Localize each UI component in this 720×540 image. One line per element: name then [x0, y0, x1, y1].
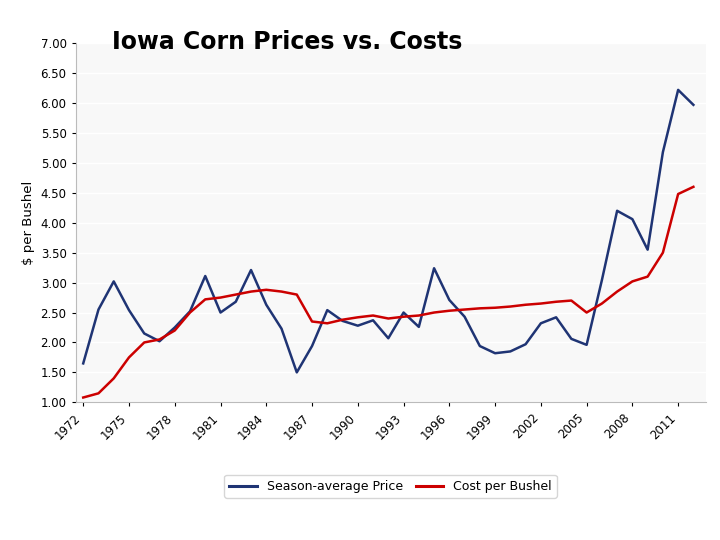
- Season-average Price: [201, 273, 210, 279]
- Y-axis label: $ per Bushel: $ per Bushel: [22, 180, 35, 265]
- Season-average Price: [140, 330, 148, 337]
- Cost per Bushel: [674, 191, 683, 197]
- Season-average Price: [109, 278, 118, 285]
- Cost per Bushel: [475, 305, 484, 312]
- Cost per Bushel: [628, 278, 636, 285]
- Cost per Bushel: [292, 292, 301, 298]
- Cost per Bushel: [156, 336, 164, 343]
- Season-average Price: [156, 338, 164, 345]
- Cost per Bushel: [369, 312, 377, 319]
- Season-average Price: [307, 343, 316, 349]
- Season-average Price: [415, 323, 423, 330]
- Cost per Bushel: [552, 299, 560, 305]
- Cost per Bushel: [567, 298, 576, 304]
- Text: Iowa State University: Iowa State University: [11, 476, 186, 490]
- Cost per Bushel: [109, 375, 118, 382]
- Cost per Bushel: [307, 318, 316, 325]
- Season-average Price: [400, 309, 408, 316]
- Season-average Price: [659, 149, 667, 156]
- Cost per Bushel: [598, 300, 606, 307]
- Cost per Bushel: [277, 288, 286, 295]
- Season-average Price: [491, 350, 500, 356]
- Cost per Bushel: [582, 309, 591, 316]
- Cost per Bushel: [689, 184, 698, 190]
- Cost per Bushel: [521, 301, 530, 308]
- Cost per Bushel: [354, 314, 362, 321]
- Season-average Price: [369, 317, 377, 323]
- Cost per Bushel: [231, 292, 240, 298]
- Season-average Price: [536, 320, 545, 327]
- Season-average Price: [231, 299, 240, 305]
- Season-average Price: [354, 322, 362, 329]
- Season-average Price: [277, 326, 286, 332]
- Cost per Bushel: [536, 300, 545, 307]
- Season-average Price: [613, 207, 621, 214]
- Cost per Bushel: [491, 305, 500, 311]
- Cost per Bushel: [415, 312, 423, 319]
- Cost per Bushel: [430, 309, 438, 316]
- Cost per Bushel: [94, 390, 103, 396]
- Cost per Bushel: [400, 314, 408, 320]
- Cost per Bushel: [216, 294, 225, 301]
- Season-average Price: [171, 324, 179, 330]
- Cost per Bushel: [262, 287, 271, 293]
- Cost per Bushel: [445, 307, 454, 314]
- Cost per Bushel: [338, 316, 347, 323]
- Cost per Bushel: [460, 306, 469, 313]
- Cost per Bushel: [201, 296, 210, 302]
- Text: Extension and Outreach/Department of Economics: Extension and Outreach/Department of Eco…: [11, 510, 259, 519]
- Cost per Bushel: [125, 354, 133, 361]
- Season-average Price: [674, 86, 683, 93]
- Season-average Price: [292, 369, 301, 376]
- Season-average Price: [338, 318, 347, 324]
- Season-average Price: [643, 246, 652, 253]
- Text: Ag Decision Maker: Ag Decision Maker: [550, 492, 709, 508]
- Text: Iowa Corn Prices vs. Costs: Iowa Corn Prices vs. Costs: [112, 30, 462, 53]
- Season-average Price: [323, 307, 332, 313]
- Season-average Price: [628, 216, 636, 222]
- Season-average Price: [247, 267, 256, 273]
- Season-average Price: [521, 341, 530, 347]
- Line: Season-average Price: Season-average Price: [84, 90, 693, 373]
- Cost per Bushel: [659, 249, 667, 256]
- Season-average Price: [94, 306, 103, 313]
- Season-average Price: [598, 277, 606, 284]
- Season-average Price: [552, 314, 560, 321]
- Season-average Price: [582, 342, 591, 348]
- Cost per Bushel: [384, 315, 392, 322]
- Cost per Bushel: [323, 320, 332, 327]
- Cost per Bushel: [171, 327, 179, 334]
- Cost per Bushel: [613, 288, 621, 295]
- Season-average Price: [475, 343, 484, 349]
- Cost per Bushel: [140, 339, 148, 346]
- Cost per Bushel: [79, 394, 88, 401]
- Season-average Price: [430, 265, 438, 272]
- Cost per Bushel: [506, 303, 515, 310]
- Season-average Price: [79, 360, 88, 367]
- Season-average Price: [186, 308, 194, 315]
- Line: Cost per Bushel: Cost per Bushel: [84, 187, 693, 397]
- Season-average Price: [460, 314, 469, 320]
- Legend: Season-average Price, Cost per Bushel: Season-average Price, Cost per Bushel: [225, 475, 557, 498]
- Season-average Price: [216, 309, 225, 316]
- Season-average Price: [445, 296, 454, 303]
- Season-average Price: [262, 301, 271, 308]
- Season-average Price: [384, 335, 392, 341]
- Season-average Price: [689, 102, 698, 108]
- Cost per Bushel: [247, 288, 256, 295]
- Cost per Bushel: [643, 273, 652, 280]
- Season-average Price: [125, 307, 133, 313]
- Season-average Price: [506, 348, 515, 355]
- Season-average Price: [567, 336, 576, 342]
- Cost per Bushel: [186, 309, 194, 316]
